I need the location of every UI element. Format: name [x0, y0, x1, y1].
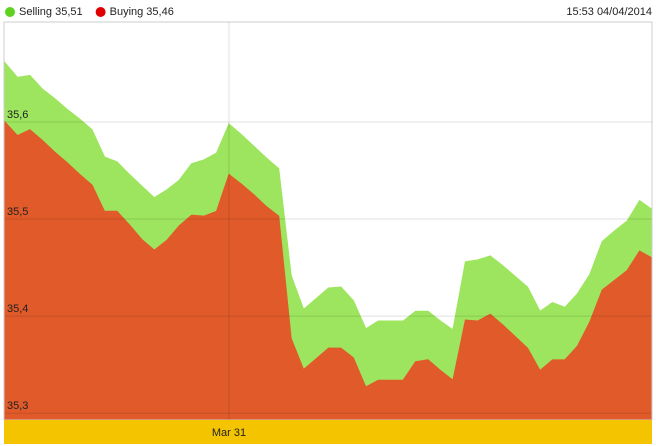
y-tick-label: 35,6: [7, 109, 28, 121]
legend-marker: [95, 7, 106, 17]
legend-label: Selling 35,51: [19, 6, 83, 18]
area: [4, 120, 653, 421]
y-tick-label: 35,3: [7, 400, 28, 412]
y-tick-label: 35,5: [7, 206, 28, 218]
x-axis-band: [4, 420, 652, 444]
legend-marker: [5, 7, 15, 17]
legend-label: Buying 35,46: [110, 6, 174, 18]
timestamp: 15:53 04/04/2014: [566, 6, 652, 18]
y-tick-label: 35,4: [7, 303, 28, 315]
x-tick-label: Mar 31: [212, 427, 246, 439]
